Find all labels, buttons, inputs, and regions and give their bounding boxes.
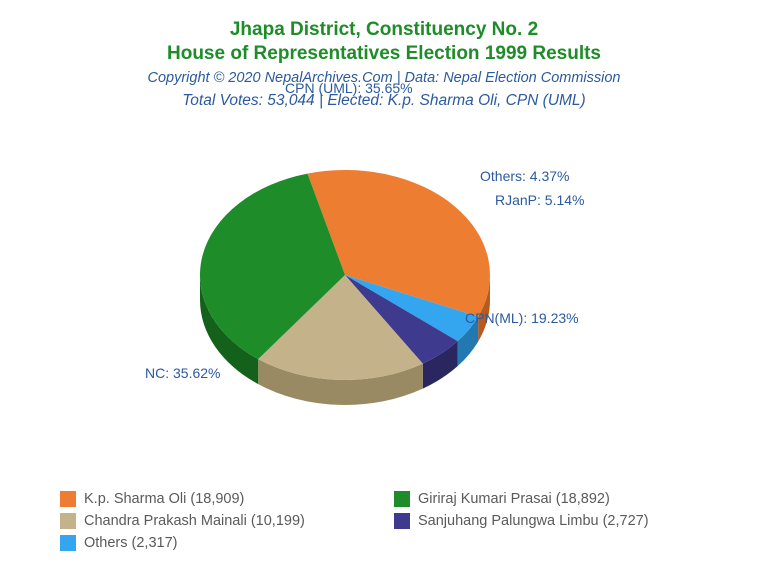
pie-slice-label: CPN(ML): 19.23% [465, 310, 579, 326]
legend: K.p. Sharma Oli (18,909) Giriraj Kumari P… [60, 491, 708, 551]
legend-label: Chandra Prakash Mainali (10,199) [84, 513, 305, 529]
chart-title-line1: Jhapa District, Constituency No. 2 [0, 18, 768, 42]
legend-item: Others (2,317) [60, 535, 374, 551]
pie-slice-label: Others: 4.37% [480, 168, 570, 184]
legend-swatch [394, 513, 410, 529]
legend-label: Others (2,317) [84, 535, 178, 551]
legend-item: K.p. Sharma Oli (18,909) [60, 491, 374, 507]
legend-swatch [60, 491, 76, 507]
legend-swatch [394, 491, 410, 507]
legend-label: Giriraj Kumari Prasai (18,892) [418, 491, 610, 507]
chart-area: CPN (UML): 35.65%Others: 4.37%RJanP: 5.1… [0, 110, 768, 470]
legend-item: Sanjuhang Palungwa Limbu (2,727) [394, 513, 708, 529]
legend-item: Giriraj Kumari Prasai (18,892) [394, 491, 708, 507]
legend-item: Chandra Prakash Mainali (10,199) [60, 513, 374, 529]
pie-slice-label: RJanP: 5.14% [495, 192, 585, 208]
legend-label: K.p. Sharma Oli (18,909) [84, 491, 244, 507]
pie-slice-label: CPN (UML): 35.65% [285, 80, 413, 96]
pie-slice-label: NC: 35.62% [145, 365, 220, 381]
chart-title-line2: House of Representatives Election 1999 R… [0, 42, 768, 66]
legend-swatch [60, 513, 76, 529]
legend-label: Sanjuhang Palungwa Limbu (2,727) [418, 513, 649, 529]
legend-swatch [60, 535, 76, 551]
